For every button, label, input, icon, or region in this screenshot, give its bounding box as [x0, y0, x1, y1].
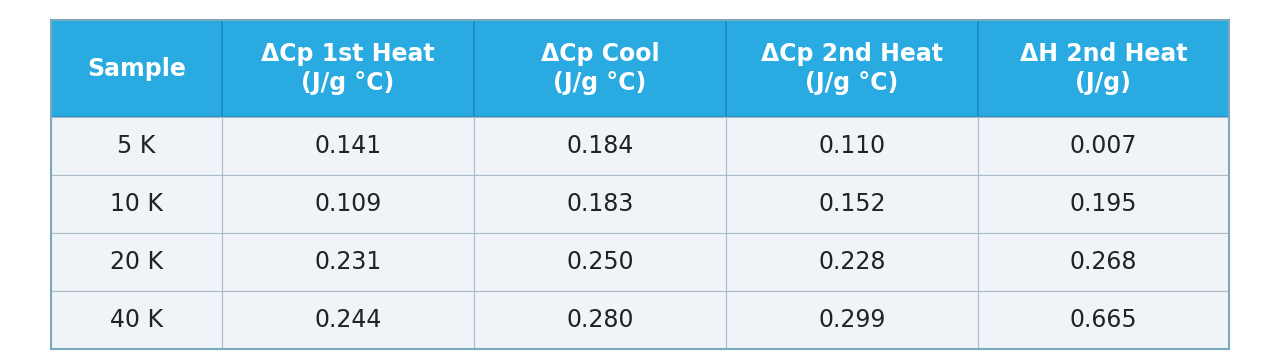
Bar — [221, 233, 474, 291]
Text: ΔH 2nd Heat
(J/g): ΔH 2nd Heat (J/g) — [1020, 42, 1187, 95]
Bar — [726, 117, 978, 175]
Text: 0.268: 0.268 — [1070, 250, 1137, 274]
Text: 0.195: 0.195 — [1070, 192, 1137, 216]
Bar — [978, 117, 1229, 175]
Text: 0.183: 0.183 — [566, 192, 634, 216]
Bar — [51, 117, 221, 175]
Bar — [978, 175, 1229, 233]
Text: 0.244: 0.244 — [315, 308, 381, 332]
Bar — [474, 117, 726, 175]
Bar — [726, 291, 978, 349]
Text: 0.231: 0.231 — [315, 250, 381, 274]
Bar — [726, 233, 978, 291]
Bar — [474, 291, 726, 349]
Bar — [221, 175, 474, 233]
Text: 0.110: 0.110 — [818, 134, 886, 158]
Text: 0.665: 0.665 — [1070, 308, 1137, 332]
Bar — [726, 20, 978, 117]
Bar — [978, 233, 1229, 291]
Bar — [221, 20, 474, 117]
Text: ΔCp 1st Heat
(J/g °C): ΔCp 1st Heat (J/g °C) — [261, 42, 435, 95]
Text: Sample: Sample — [87, 57, 186, 80]
Bar — [726, 175, 978, 233]
Bar — [221, 117, 474, 175]
Text: 40 K: 40 K — [110, 308, 163, 332]
Bar — [978, 291, 1229, 349]
Text: 5 K: 5 K — [118, 134, 156, 158]
Text: ΔCp 2nd Heat
(J/g °C): ΔCp 2nd Heat (J/g °C) — [762, 42, 943, 95]
Bar — [51, 20, 221, 117]
Text: 0.152: 0.152 — [818, 192, 886, 216]
Text: 0.250: 0.250 — [566, 250, 634, 274]
Text: ΔCp Cool
(J/g °C): ΔCp Cool (J/g °C) — [540, 42, 659, 95]
Text: 0.280: 0.280 — [566, 308, 634, 332]
Text: 0.184: 0.184 — [566, 134, 634, 158]
Text: 0.141: 0.141 — [315, 134, 381, 158]
Text: 0.007: 0.007 — [1070, 134, 1137, 158]
Bar — [221, 291, 474, 349]
Text: 0.228: 0.228 — [818, 250, 886, 274]
Text: 0.299: 0.299 — [818, 308, 886, 332]
Bar — [474, 175, 726, 233]
Bar — [474, 233, 726, 291]
Bar — [51, 291, 221, 349]
Text: 0.109: 0.109 — [315, 192, 381, 216]
Bar — [51, 233, 221, 291]
Bar — [51, 175, 221, 233]
Text: 10 K: 10 K — [110, 192, 163, 216]
Text: 20 K: 20 K — [110, 250, 163, 274]
Bar — [474, 20, 726, 117]
Bar — [978, 20, 1229, 117]
